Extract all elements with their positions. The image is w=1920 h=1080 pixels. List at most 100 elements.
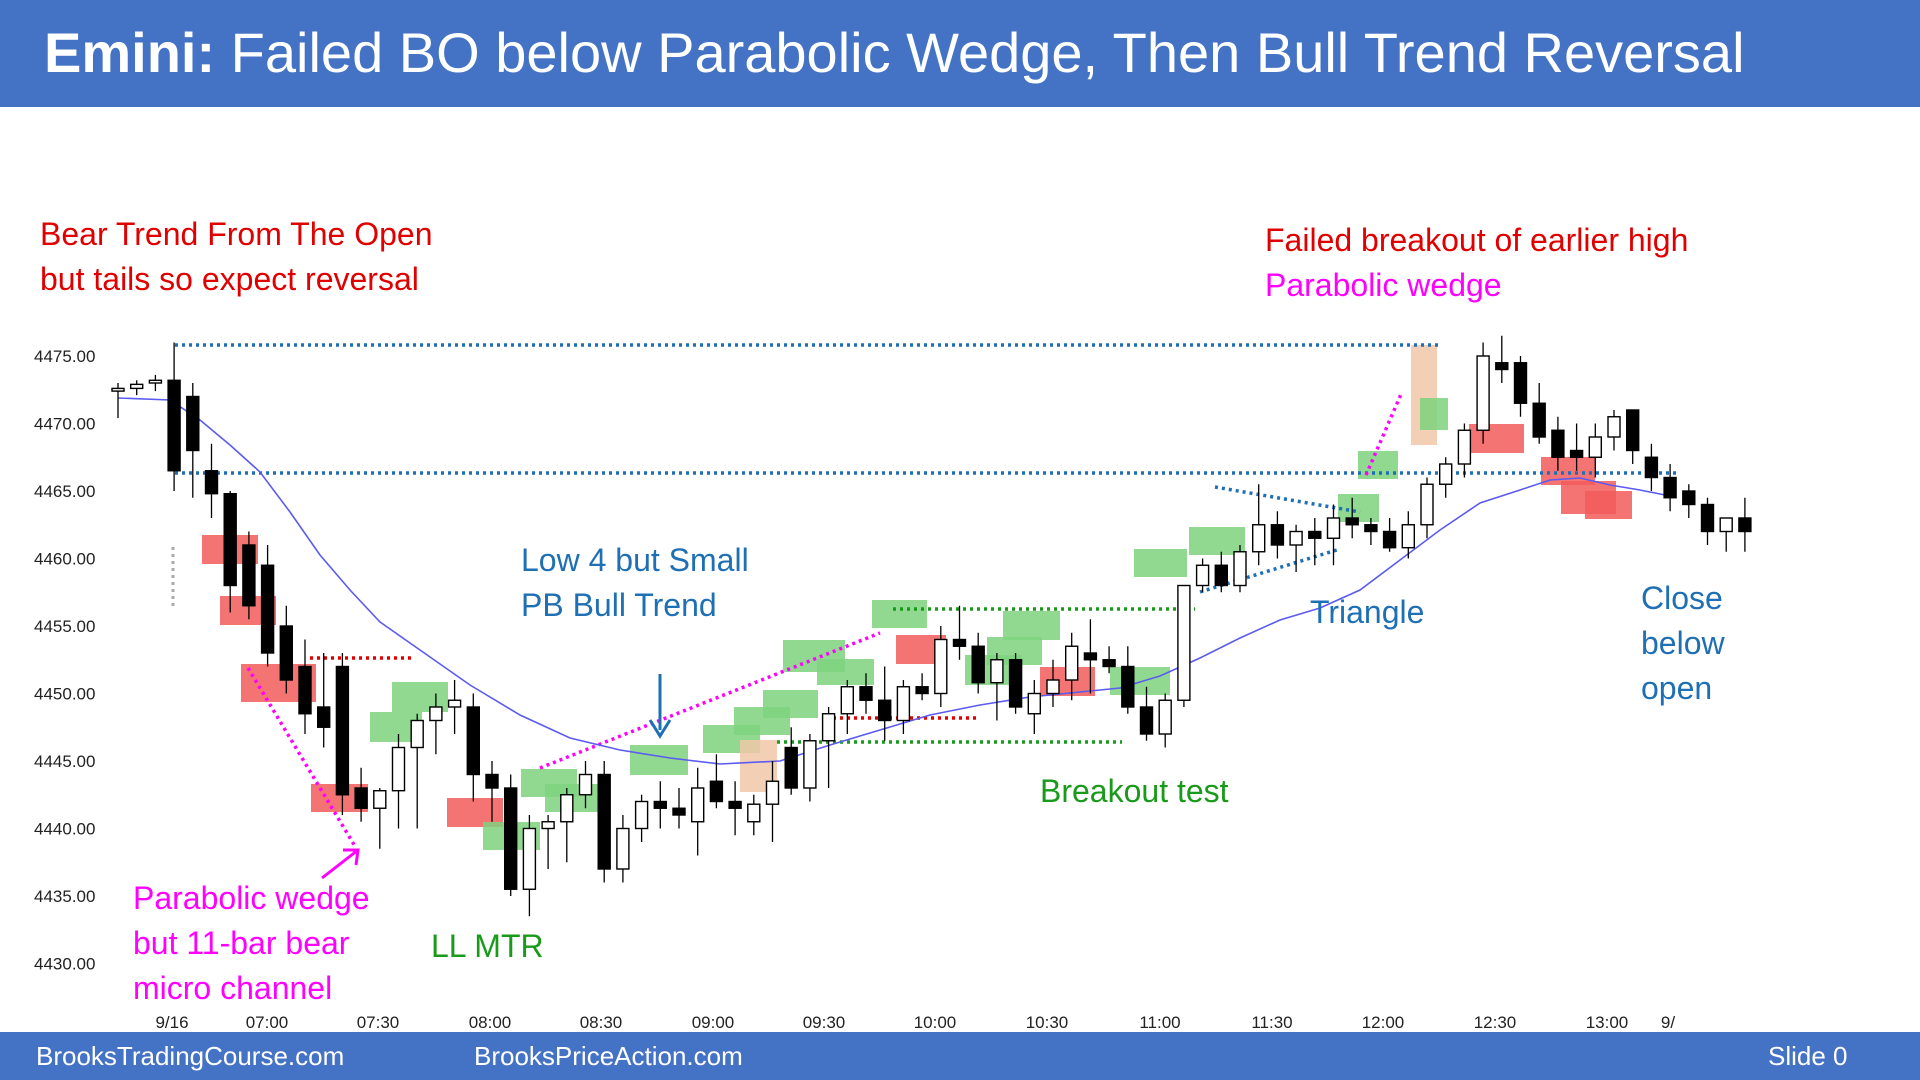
bull-highlight-box [1110,667,1170,695]
y-tick-label: 4475.00 [34,347,95,366]
bull-candle-body [129,383,144,390]
bear-candle-body [784,746,798,789]
candle [223,491,237,613]
candle [1682,484,1696,518]
bull-highlight-box [763,690,818,718]
price-chart: 4475.00 4470.00 4465.00 4460.00 4455.00 4450.… [34,335,1752,1032]
candle [1308,518,1322,566]
bull-candle-body [1251,524,1266,553]
candle [784,727,798,795]
bear-candle-body [1382,530,1397,549]
note-low4-1: Low 4 but Small [521,542,749,578]
candle [1158,693,1172,748]
candle [1625,409,1640,464]
candle [1214,551,1229,593]
bull-candle-body [896,686,911,722]
candle [952,605,967,660]
candle [1382,518,1397,552]
candle [354,767,368,822]
bull-candle-body [522,827,537,890]
note-close-3: open [1641,670,1713,706]
candle [634,794,649,842]
footer-bar: BrooksTradingCourse.com BrooksPriceActio… [0,1032,1920,1080]
candle [1607,410,1621,451]
bull-highlight-box [1134,549,1187,577]
bear-candle-body [167,379,181,472]
x-tick-label: 07:00 [246,1013,289,1032]
bear-candle-body [915,686,929,695]
candle [1532,383,1546,444]
candles [111,335,1752,917]
candle [186,383,200,498]
x-tick-label: 09:30 [803,1013,846,1032]
down-arrow-head [648,719,672,739]
x-tick-label: 07:30 [357,1013,400,1032]
x-tick-label: 10:30 [1026,1013,1069,1032]
bear-candle-body [1700,503,1715,533]
candle [1121,646,1135,714]
bull-candle-body [541,821,555,830]
candle [148,374,163,392]
candle [317,653,331,748]
candle [1270,511,1285,559]
candle [971,632,985,694]
bear-candle-body [653,800,667,809]
bear-candle-body [709,780,724,803]
candle [242,531,256,620]
candle [728,781,742,836]
candle [747,794,761,836]
candle [1401,511,1416,559]
wedge-arrow-head [343,848,360,866]
note-failed-bo: Failed breakout of earlier high [1265,222,1689,258]
candle [410,713,424,829]
bull-candle-body [634,800,649,830]
bear-candle-body [1569,449,1584,458]
candle [821,707,836,788]
reference-lines [171,343,1680,849]
bear-candle-body [1625,409,1640,452]
candle [204,443,219,518]
bear-candle-body [1738,517,1752,533]
bear-candle-body [1121,665,1135,708]
candle [672,788,686,829]
footer-left-link[interactable]: BrooksTradingCourse.com [36,1041,345,1071]
candle [1588,423,1603,478]
axes: 4475.00 4470.00 4465.00 4460.00 4455.00 4450.… [34,347,1675,1032]
bear-candle-body [186,395,200,452]
y-tick-label: 4465.00 [34,482,95,501]
footer-center-link[interactable]: BrooksPriceAction.com [474,1041,743,1071]
bear-candle-body [1308,530,1322,539]
bull-highlight-box [1358,451,1398,479]
arrows [321,674,672,880]
candle [1326,504,1341,566]
bear-candle-body [1083,652,1098,661]
candle [765,761,780,842]
bull-candle-body [1046,679,1060,695]
candle [1513,356,1528,417]
bear-candle-body [1364,524,1378,533]
candle [1027,680,1042,734]
bear-candle-body [859,686,873,701]
bull-candle-body [1457,429,1472,465]
bull-candle-body [990,659,1004,684]
bear-candle-body [728,800,742,809]
bull-candle-body [429,706,443,722]
candle [597,761,611,883]
ema-line [117,397,1666,765]
bull-channel-line [539,631,881,770]
x-tick-label: 10:00 [914,1013,957,1032]
note-pw-2: but 11-bar bear [133,925,350,961]
candle [1289,524,1303,572]
bull-candle-body [1064,645,1079,681]
bear-candle-body [1102,659,1116,668]
bull-candle-body [148,379,163,384]
candle [560,788,574,863]
candle [298,639,312,734]
y-tick-label: 4455.00 [34,617,95,636]
candle [335,653,350,815]
bull-candle-body [1027,692,1042,715]
x-tick-label: 09:00 [692,1013,735,1032]
bull-candle-body [803,740,817,789]
candle [1102,646,1116,674]
bull-candle-body [840,686,854,715]
